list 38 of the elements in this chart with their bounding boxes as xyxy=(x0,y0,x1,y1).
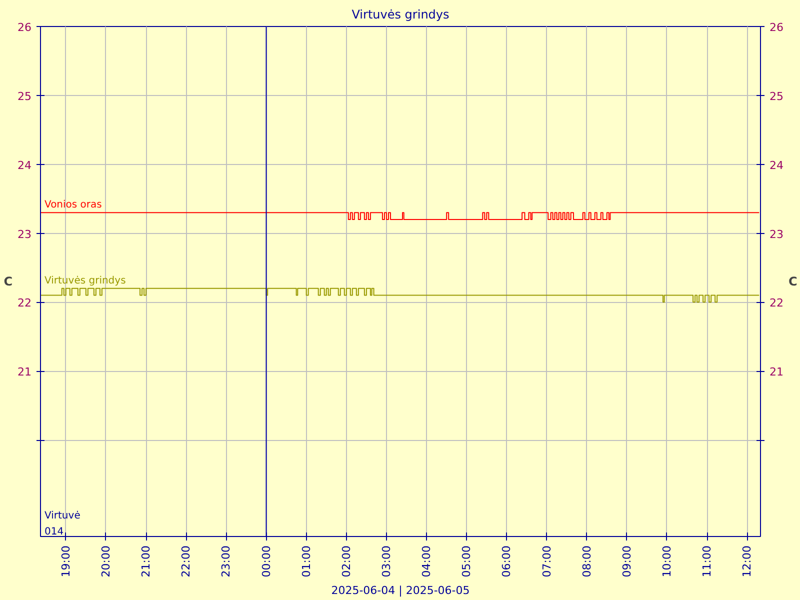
chart-title: Virtuvės grindys xyxy=(352,8,450,22)
y2-tick-label: 25 xyxy=(770,90,784,103)
y-tick-label: 24 xyxy=(18,158,32,172)
x-tick-label: 12:00 xyxy=(740,545,754,578)
x-tick-label: 08:00 xyxy=(580,545,594,578)
y2-tick-label: 21 xyxy=(770,366,784,379)
x-tick-label: 00:00 xyxy=(260,545,273,578)
x-tick-label: 04:00 xyxy=(420,545,434,578)
y2-tick-label: 26 xyxy=(770,21,784,34)
x-tick-label: 07:00 xyxy=(540,545,554,578)
y-tick-label: 21 xyxy=(18,366,32,379)
x-tick-label: 01:00 xyxy=(300,545,313,578)
x-tick-label: 11:00 xyxy=(700,545,714,578)
x-tick-label: 02:00 xyxy=(340,545,353,578)
y-tick-label: 22 xyxy=(18,296,32,310)
x-tick-label: 10:00 xyxy=(660,545,674,578)
x-tick-label: 23:00 xyxy=(220,545,233,578)
annotation: 014 xyxy=(44,526,64,538)
y-tick-label: 25 xyxy=(18,90,32,103)
x-tick-label: 20:00 xyxy=(99,545,112,578)
y2-axis-title: C xyxy=(788,274,798,288)
y-tick-label: 26 xyxy=(18,21,32,34)
text: 2025-06-04 | 2025-06-05 xyxy=(331,584,470,598)
y2-tick-label: 22 xyxy=(770,296,784,310)
x-tick-label: 09:00 xyxy=(620,545,634,578)
x-tick-label: 03:00 xyxy=(380,545,393,578)
series-label: Vonios oras xyxy=(44,200,102,211)
x-tick-label: 22:00 xyxy=(180,545,193,578)
y-tick-label: 23 xyxy=(18,228,32,241)
y2-tick-label: 24 xyxy=(770,158,784,172)
x-tick-label: 05:00 xyxy=(460,545,474,578)
y2-tick-label: 23 xyxy=(770,228,784,241)
x-tick-label: 19:00 xyxy=(59,545,72,578)
series-label: Virtuvės grindys xyxy=(44,275,126,286)
y-axis-title: C xyxy=(4,274,13,288)
x-tick-label: 06:00 xyxy=(500,545,514,578)
x-tick-label: 21:00 xyxy=(140,545,153,578)
annotation: Virtuvė xyxy=(44,510,80,522)
